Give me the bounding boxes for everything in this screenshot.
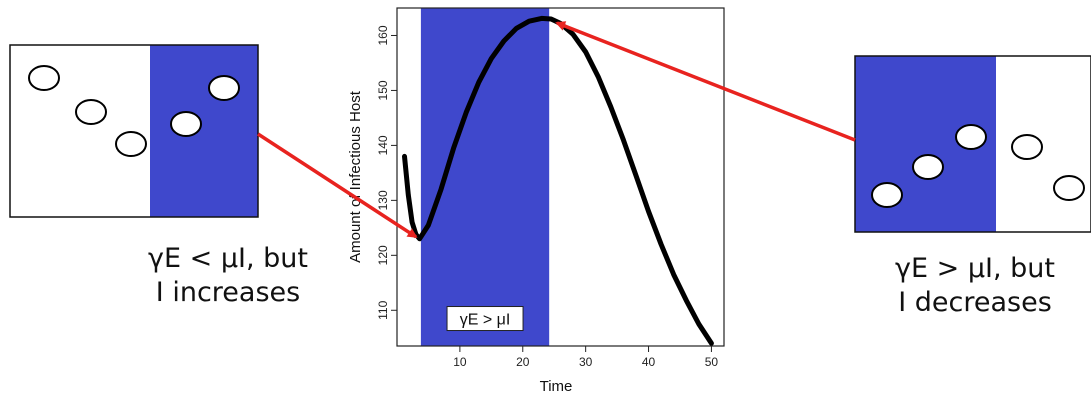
- y-axis: 110 120 130 140 150 160: [376, 25, 397, 320]
- y-tick-label: 110: [376, 300, 390, 319]
- left-caption-line-1: γE < μI, but: [148, 243, 308, 274]
- x-axis-label: Time: [540, 378, 573, 395]
- left-caption: γE < μI, but I increases: [138, 242, 318, 310]
- arrow-right: [555, 21, 856, 142]
- point-marker: [912, 154, 944, 180]
- y-tick-label: 160: [376, 25, 390, 45]
- right-caption-line-2: I decreases: [898, 287, 1052, 318]
- y-tick-label: 120: [376, 245, 390, 265]
- point-marker: [1011, 134, 1043, 160]
- x-tick-label: 20: [516, 355, 530, 369]
- y-axis-label: Amount of Infectious Host: [347, 90, 364, 263]
- main-plot: γE > μI 10 20 30 40 50 110 120 130 140 150 160 Ti…: [347, 7, 725, 395]
- right-schematic-frame: [854, 55, 1091, 233]
- right-caption: γE > μI, but I decreases: [875, 252, 1075, 320]
- x-tick-label: 10: [453, 355, 467, 369]
- left-schematic-frame: [9, 44, 259, 218]
- x-tick-label: 50: [705, 355, 719, 369]
- point-marker: [208, 75, 240, 101]
- point-marker: [75, 99, 107, 125]
- plot-frame: [396, 7, 725, 347]
- point-marker: [955, 124, 987, 150]
- point-marker: [1053, 175, 1085, 201]
- series-line: [402, 15, 714, 346]
- y-tick-label: 150: [376, 80, 390, 100]
- arrow-left: [257, 132, 418, 239]
- right-schematic: [854, 55, 1091, 233]
- x-axis: 10 20 30 40 50: [453, 346, 718, 369]
- left-schematic-blue-area: [150, 45, 258, 217]
- point-marker: [115, 131, 147, 157]
- region-label-box: [446, 306, 524, 332]
- right-caption-line-1: γE > μI, but: [895, 253, 1055, 284]
- y-tick-label: 140: [376, 135, 390, 155]
- shaded-region: [420, 8, 550, 346]
- left-caption-line-2: I increases: [155, 277, 301, 308]
- y-tick-label: 130: [376, 190, 390, 210]
- point-marker: [28, 65, 60, 91]
- point-marker: [871, 182, 903, 208]
- x-tick-label: 30: [579, 355, 593, 369]
- point-marker: [170, 111, 202, 137]
- x-tick-label: 40: [642, 355, 656, 369]
- left-schematic: [9, 44, 259, 218]
- region-label: γE > μI: [460, 312, 511, 329]
